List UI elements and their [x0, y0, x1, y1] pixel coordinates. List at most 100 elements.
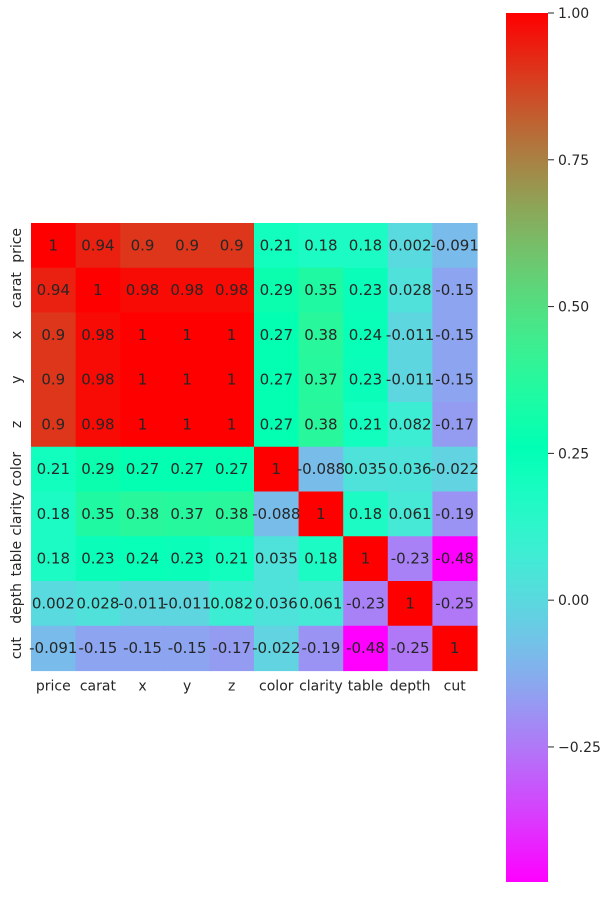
- heatmap-cell: [75, 625, 121, 672]
- cell-annotation: 0.35: [304, 281, 337, 299]
- heatmap-cell: [75, 402, 121, 448]
- cell-annotation: 0.23: [170, 550, 203, 568]
- cell-annotation: 0.9: [41, 326, 65, 344]
- heatmap-cell: [164, 312, 210, 358]
- heatmap-cell: [254, 625, 300, 672]
- cell-annotation: 0.18: [304, 550, 337, 568]
- cell-annotation: 1: [138, 326, 148, 344]
- cell-annotation: 1: [93, 281, 103, 299]
- cell-annotation: 0.27: [215, 460, 248, 478]
- cell-annotation: 0.18: [37, 550, 70, 568]
- cell-annotation: -0.15: [435, 326, 474, 344]
- heatmap-cell: [164, 491, 210, 537]
- cell-annotation: -0.17: [212, 639, 251, 657]
- heatmap-cell: [254, 491, 300, 537]
- cell-annotation: 0.21: [349, 415, 382, 433]
- cell-annotation: 1: [316, 505, 326, 523]
- cell-annotation: -0.19: [435, 505, 474, 523]
- cell-annotation: 1: [182, 415, 192, 433]
- cell-annotation: 0.18: [304, 236, 337, 254]
- heatmap-cell: [75, 267, 121, 314]
- heatmap-cell: [164, 223, 210, 269]
- cell-annotation: 0.38: [304, 415, 337, 433]
- heatmap-cell: [31, 581, 77, 627]
- heatmap-cell: [209, 267, 255, 314]
- heatmap-cell: [254, 223, 300, 269]
- heatmap-cell: [254, 581, 300, 627]
- heatmap-cell: [75, 446, 121, 493]
- heatmap-cell: [164, 402, 210, 448]
- cell-annotation: 0.24: [349, 326, 382, 344]
- cell-annotation: 0.24: [126, 550, 159, 568]
- x-tick-label: depth: [390, 679, 431, 695]
- cell-annotation: 0.23: [349, 281, 382, 299]
- heatmap-cell: [164, 267, 210, 314]
- heatmap-cell: [432, 491, 478, 537]
- cell-annotation: 1: [182, 326, 192, 344]
- heatmap-cell: [432, 223, 478, 269]
- cell-annotation: -0.022: [252, 639, 300, 657]
- cell-annotation: 0.21: [37, 460, 70, 478]
- colorbar-tick-label: 1.00: [558, 6, 589, 22]
- cell-annotation: 1: [405, 594, 415, 612]
- cell-annotation: 0.082: [389, 415, 432, 433]
- heatmap-cell: [387, 446, 433, 493]
- cell-annotation: -0.011: [386, 326, 434, 344]
- heatmap-cell: [31, 357, 77, 403]
- cell-annotation: 0.036: [255, 594, 298, 612]
- heatmap-cell: [343, 491, 389, 537]
- heatmap-cell: [298, 357, 344, 403]
- heatmap-cell: [164, 625, 210, 672]
- heatmap-cell: [387, 625, 433, 672]
- cell-annotation: -0.25: [435, 594, 474, 612]
- y-tick-label: clarity: [9, 492, 25, 536]
- cell-annotation: 0.35: [81, 505, 114, 523]
- heatmap-cell: [31, 446, 77, 493]
- cell-annotation: 0.18: [349, 236, 382, 254]
- heatmap-cell: [164, 536, 210, 582]
- heatmap-cell: [75, 536, 121, 582]
- y-tick-label: x: [9, 331, 25, 339]
- x-tick-label: y: [183, 679, 191, 695]
- heatmap-cell: [432, 402, 478, 448]
- cell-annotation: 0.29: [81, 460, 114, 478]
- x-axis-tick-labels: price carat x y z color clarity table depth cut: [36, 679, 466, 695]
- heatmap-cell: [209, 223, 255, 269]
- cell-annotation: 0.94: [37, 281, 70, 299]
- heatmap-cell: [298, 223, 344, 269]
- heatmap-cell: [387, 491, 433, 537]
- cell-annotation: 0.002: [389, 236, 432, 254]
- heatmap-cell: [432, 357, 478, 403]
- cell-annotation: 0.9: [41, 371, 65, 389]
- y-tick-label: carat: [9, 272, 25, 309]
- cell-annotation: -0.15: [78, 639, 117, 657]
- heatmap-cell: [31, 402, 77, 448]
- heatmap-cell: [298, 625, 344, 672]
- colorbar-tick-label: 0.50: [558, 300, 589, 316]
- heatmap-cell: [254, 536, 300, 582]
- heatmap-cell: [432, 267, 478, 314]
- cell-annotation: -0.25: [391, 639, 430, 657]
- heatmap-cell: [298, 536, 344, 582]
- y-tick-label: price: [9, 228, 25, 263]
- cell-annotation: 1: [227, 371, 237, 389]
- cell-annotation: 0.27: [126, 460, 159, 478]
- heatmap-cell: [31, 312, 77, 358]
- heatmap-cells: [31, 223, 478, 672]
- heatmap-cell: [120, 491, 166, 537]
- heatmap-cell: [209, 491, 255, 537]
- y-tick-label: y: [9, 375, 25, 383]
- heatmap-cell: [209, 402, 255, 448]
- cell-annotation: -0.15: [123, 639, 162, 657]
- cell-annotation: 0.002: [32, 594, 75, 612]
- heatmap-cell: [75, 223, 121, 269]
- cell-annotation: 0.23: [349, 371, 382, 389]
- cell-annotation: 1: [138, 371, 148, 389]
- cell-annotation: 1: [361, 550, 371, 568]
- heatmap-cell: [254, 357, 300, 403]
- heatmap-cell: [387, 357, 433, 403]
- heatmap-cell: [343, 402, 389, 448]
- x-tick-label: clarity: [299, 679, 343, 695]
- cell-annotation: 0.036: [389, 460, 432, 478]
- cell-annotation: 0.9: [175, 236, 199, 254]
